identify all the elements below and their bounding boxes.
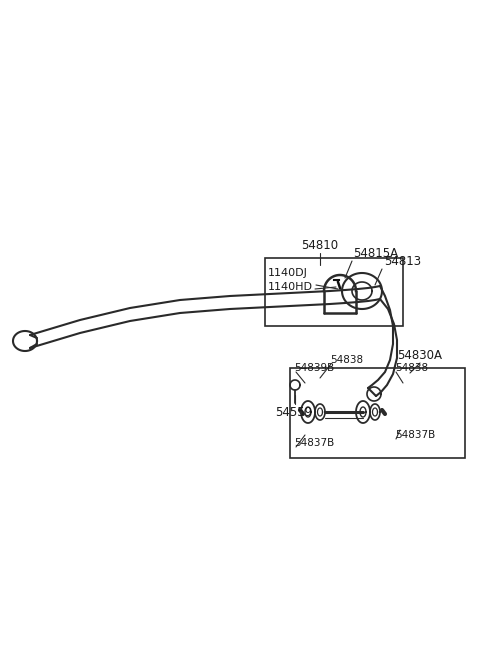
Text: 54815A: 54815A [353, 247, 398, 260]
Text: 54838: 54838 [330, 355, 363, 365]
Text: 1140HD: 1140HD [268, 282, 313, 292]
Text: 1140DJ: 1140DJ [268, 268, 308, 278]
Text: 54830A: 54830A [397, 349, 443, 362]
Text: 54839B: 54839B [294, 363, 334, 373]
Text: 54838: 54838 [395, 363, 428, 373]
Text: 54559: 54559 [276, 406, 312, 419]
Text: 54837B: 54837B [294, 438, 334, 448]
Text: 54813: 54813 [384, 255, 421, 268]
Text: 54837B: 54837B [395, 430, 435, 440]
Text: 54810: 54810 [301, 239, 338, 252]
